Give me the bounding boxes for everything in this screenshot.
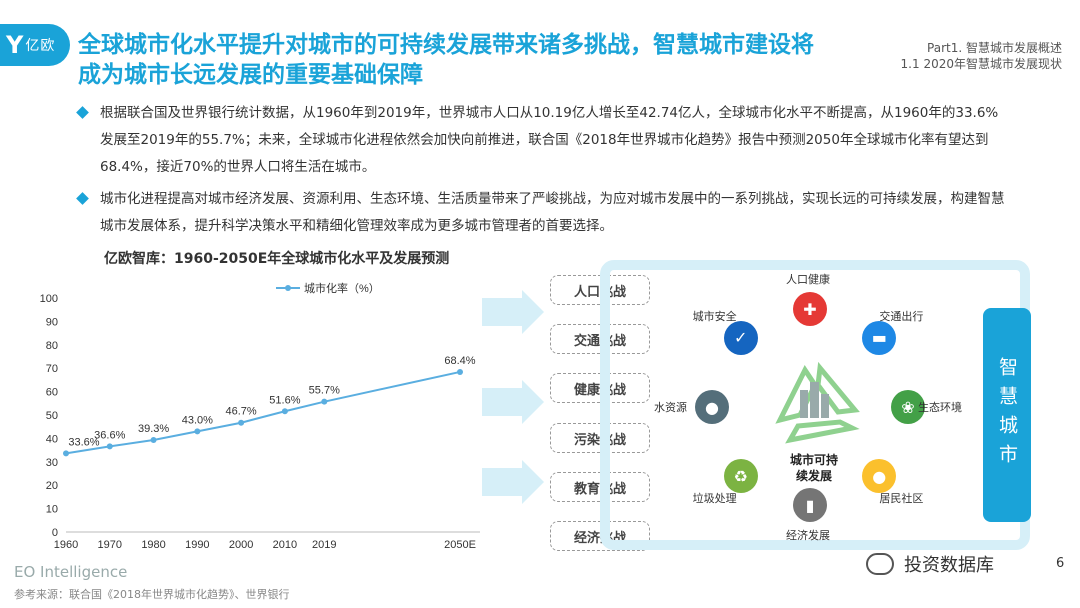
trash-can-icon: ♻	[723, 459, 758, 494]
data-point	[194, 428, 201, 435]
y-tick-label: 90	[46, 316, 58, 328]
x-tick-label: 1960	[54, 539, 78, 551]
bullet-2: 城市化进程提高对城市经济发展、资源利用、生态环境、生活质量带来了严峻挑战，为应对…	[76, 186, 1008, 240]
car-icon: ▬	[862, 320, 897, 355]
diamond-bullet-icon	[76, 106, 89, 119]
x-tick-label: 2000	[229, 539, 253, 551]
city-buildings-icon	[800, 390, 808, 418]
logo: Y 亿欧	[0, 24, 70, 66]
data-point	[281, 408, 288, 415]
city-buildings-icon	[821, 394, 829, 418]
diamond-bullet-icon	[76, 192, 89, 205]
data-point	[150, 437, 157, 444]
footer-brand: EO Intelligence	[14, 563, 128, 581]
logo-mark: Y	[6, 31, 24, 59]
y-tick-label: 100	[40, 293, 58, 305]
center-label-line2: 续发展	[795, 469, 832, 483]
legend-marker-icon	[285, 285, 291, 291]
breadcrumb: Part1. 智慧城市发展概述 1.1 2020年智慧城市发展现状	[901, 40, 1062, 72]
data-label: 51.6%	[269, 394, 300, 406]
urbanization-line-chart: 0 10 20 30 40 50 60 70 80 90 100 1960 1970 1980 1990 20…	[40, 281, 480, 551]
y-tick-label: 80	[46, 340, 58, 352]
legend-label: 城市化率（%）	[304, 281, 380, 295]
y-tick-label: 10	[46, 504, 58, 516]
city-buildings-icon	[810, 382, 819, 418]
data-point	[457, 368, 463, 375]
x-tick-label: 2019	[312, 539, 336, 551]
center-label-line1: 城市可持	[789, 453, 838, 467]
data-label: 43.0%	[182, 414, 213, 426]
medical-kit-icon: ✚	[793, 292, 827, 326]
wechat-watermark: 投资数据库	[866, 548, 1046, 580]
recycle-graphic	[775, 361, 860, 444]
x-tick-label: 2050E	[444, 539, 476, 551]
breadcrumb-part: Part1. 智慧城市发展概述	[927, 41, 1062, 55]
x-tick-label: 2010	[273, 539, 297, 551]
chart-title: 亿欧智库：1960-2050E年全球城市化水平及发展预测	[104, 251, 450, 267]
logo-text: 亿欧	[25, 38, 56, 54]
center-label: 城市可持 续发展	[782, 452, 846, 484]
people-icon: ●	[862, 459, 897, 494]
smart-city-label: 智慧城市	[996, 357, 1018, 473]
data-point	[321, 398, 328, 405]
y-tick-label: 50	[46, 410, 58, 422]
wheel-item-label: 人口健康	[786, 273, 830, 286]
water-drop-icon: ●	[695, 390, 729, 424]
flow-arrow-icon	[482, 460, 544, 504]
flow-arrow-icon	[482, 380, 544, 424]
bullet-2-text: 城市化进程提高对城市经济发展、资源利用、生态环境、生活质量带来了严峻挑战，为应对…	[100, 191, 1005, 234]
data-label: 55.7%	[309, 385, 340, 397]
data-label: 46.7%	[226, 406, 257, 418]
plant-icon: ❀	[891, 390, 925, 424]
y-tick-label: 40	[46, 433, 58, 445]
flow-arrows	[482, 290, 544, 504]
data-label: 68.4%	[444, 355, 475, 367]
y-tick-label: 0	[52, 527, 58, 539]
building-icon: ▮	[793, 488, 827, 522]
data-point	[238, 419, 245, 426]
wheel-item-label: 交通出行	[879, 310, 924, 324]
x-tick-label: 1990	[185, 539, 209, 551]
data-label: 39.3%	[138, 423, 169, 435]
bullet-1: 根据联合国及世界银行统计数据，从1960年到2019年，世界城市人口从10.19…	[76, 100, 1008, 181]
wheel-item-label: 经济发展	[786, 529, 830, 542]
y-tick-label: 20	[46, 480, 58, 492]
recycle-arrow-icon	[775, 365, 818, 424]
data-point	[106, 443, 113, 450]
wechat-icon	[866, 553, 894, 575]
shield-icon: ✓	[723, 320, 758, 355]
wechat-account: 投资数据库	[904, 555, 994, 576]
y-tick-label: 60	[46, 387, 58, 399]
wheel-item-label: 居民社区	[879, 491, 924, 505]
page-number: 6	[1056, 556, 1065, 571]
y-tick-label: 30	[46, 457, 58, 469]
wheel-item-label: 城市安全	[692, 310, 737, 324]
wheel-item-label: 生态环境	[918, 401, 962, 414]
smart-city-box: 智慧城市	[983, 308, 1031, 522]
series-line	[65, 370, 461, 455]
x-tick-label: 1980	[141, 539, 165, 551]
wheel-item-label: 水资源	[654, 401, 687, 414]
x-tick-label: 1970	[98, 539, 122, 551]
bullet-1-text: 根据联合国及世界银行统计数据，从1960年到2019年，世界城市人口从10.19…	[100, 105, 999, 175]
recycle-arrow-icon	[815, 361, 860, 415]
page-title: 全球城市化水平提升对城市的可持续发展带来诸多挑战，智慧城市建设将成为城市长远发展…	[78, 32, 814, 88]
footer-source: 参考来源：联合国《2018年世界城市化趋势》、世界银行	[14, 588, 290, 601]
data-point	[63, 450, 69, 457]
y-tick-label: 70	[46, 363, 58, 375]
wheel-item-label: 垃圾处理	[692, 491, 737, 505]
data-label: 33.6%	[68, 436, 99, 448]
breadcrumb-section: 1.1 2020年智慧城市发展现状	[900, 57, 1062, 71]
recycle-arrow-icon	[785, 419, 860, 444]
data-label: 36.6%	[94, 429, 125, 441]
flow-arrow-icon	[482, 290, 544, 334]
